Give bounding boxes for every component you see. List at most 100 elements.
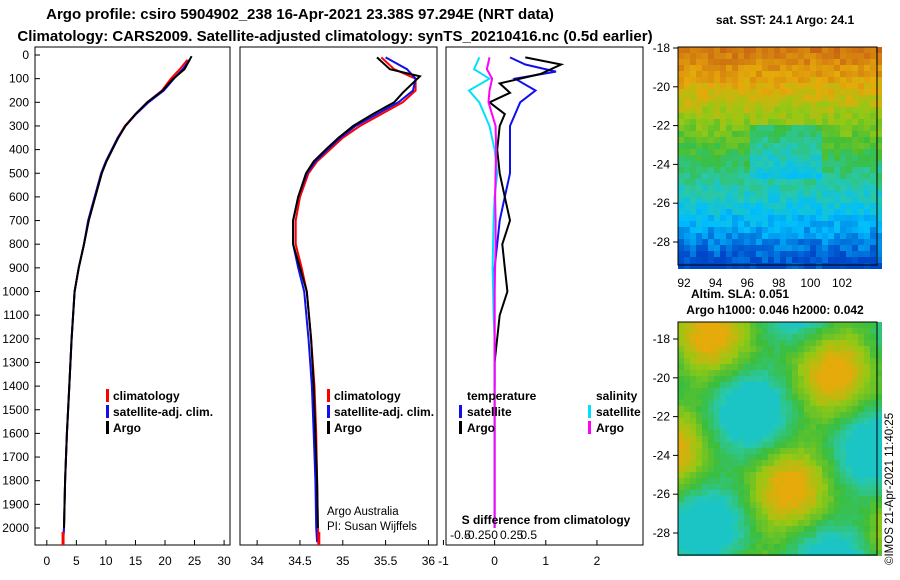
sst-cell [720,215,726,221]
sst-cell [810,203,816,209]
sst-cell [762,77,768,83]
sla-cell [852,352,858,358]
sst-cell [864,179,870,185]
sla-cell [804,514,810,520]
sla-cell [774,442,780,448]
sla-cell [864,466,870,472]
sla-cell [786,484,792,490]
sla-cell [708,436,714,442]
sst-cell [714,125,720,131]
sst-cell [810,233,816,239]
sla-cell [822,490,828,496]
sla-cell [702,400,708,406]
sla-cell [756,526,762,532]
sla-cell [774,364,780,370]
sst-cell [774,125,780,131]
sst-cell [792,59,798,65]
sst-cell [768,53,774,59]
sla-cell [738,442,744,448]
sst-cell [864,95,870,101]
x-tick-label: 35.5 [374,554,398,568]
sst-cell [738,215,744,221]
sla-cell [876,472,882,478]
sla-cell [846,538,852,544]
sla-cell [774,436,780,442]
sst-cell [870,245,876,251]
sst-cell [678,131,684,137]
sla-cell [762,436,768,442]
sla-cell [690,376,696,382]
sla-cell [768,358,774,364]
sla-cell [708,388,714,394]
sst-cell [732,65,738,71]
sla-cell [690,508,696,514]
sst-cell [852,131,858,137]
sst-cell [726,257,732,263]
sla-cell [696,364,702,370]
depth-tick-label: 900 [9,261,29,275]
sla-cell [744,442,750,448]
sst-cell [726,221,732,227]
depth-tick-label: 1600 [2,426,29,440]
sla-cell [828,436,834,442]
sla-cell [702,490,708,496]
depth-axis: 0100200300400500600700800900100011001200… [2,48,40,535]
sst-cell [720,161,726,167]
sla-cell [678,400,684,406]
sst-cell [768,83,774,89]
sst-cell [786,221,792,227]
sst-cell [816,95,822,101]
map-y-tick-label: -18 [653,332,671,346]
sla-cell [792,406,798,412]
sst-cell [816,227,822,233]
sla-cell [834,388,840,394]
sla-cell [816,322,822,328]
sst-cell [696,113,702,119]
sla-cell [678,466,684,472]
sla-cell [678,544,684,550]
sla-cell [852,400,858,406]
sla-cell [774,496,780,502]
sst-cell [768,227,774,233]
sst-cell [702,47,708,53]
sst-cell [714,233,720,239]
sla-cell [816,382,822,388]
sla-cell [714,376,720,382]
sst-cell [834,251,840,257]
sst-cell [768,131,774,137]
sla-cell [750,376,756,382]
sla-cell [822,406,828,412]
sla-cell [732,526,738,532]
sst-cell [774,107,780,113]
sst-cell [726,119,732,125]
sst-cell [744,251,750,257]
sst-cell [780,215,786,221]
sst-cell [864,245,870,251]
sla-cell [858,370,864,376]
sst-cell [774,263,780,269]
sst-cell [780,149,786,155]
sla-cell [726,538,732,544]
sla-cell [804,550,810,556]
sla-cell [792,370,798,376]
sst-cell [846,47,852,53]
sst-cell [714,185,720,191]
difference-legend: temperature salinity satellite Argo sate… [459,389,641,527]
sla-cell [870,370,876,376]
sst-cell [774,167,780,173]
sst-cell [876,101,882,107]
sst-cell [762,107,768,113]
sst-cell [744,107,750,113]
legend-swatch-satellite [106,405,109,418]
sst-cell [792,173,798,179]
sst-cell [876,215,882,221]
sla-cell [864,490,870,496]
sla-cell [852,376,858,382]
sla-cell [738,370,744,376]
sla-cell [696,370,702,376]
sst-cell [744,155,750,161]
sla-cell [744,550,750,556]
sst-cell [684,125,690,131]
sla-cell [816,340,822,346]
sst-cell [792,107,798,113]
